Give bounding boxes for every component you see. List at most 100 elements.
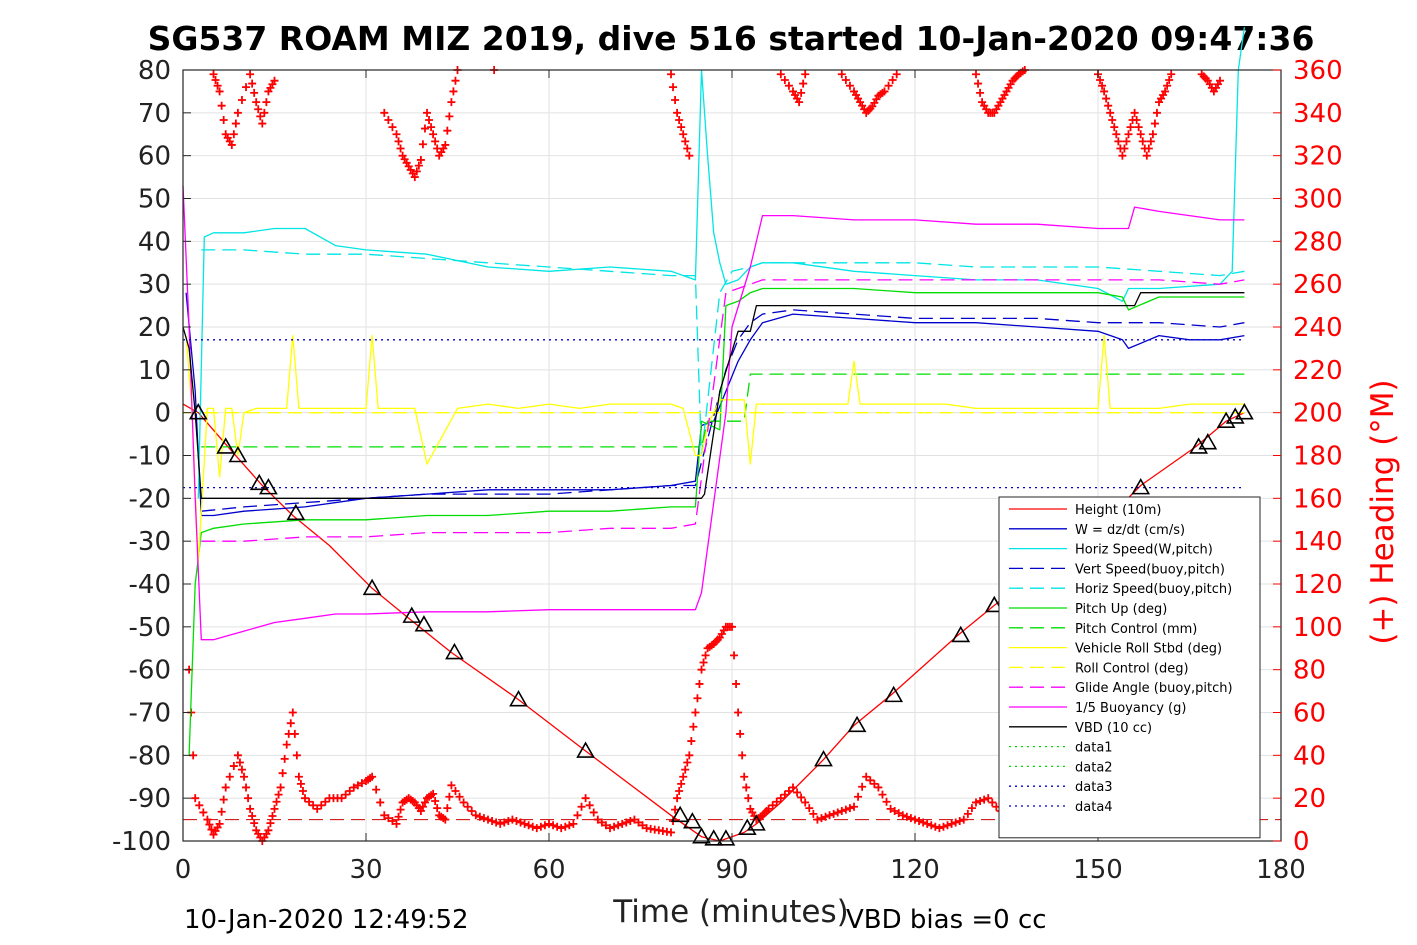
heading-marker	[410, 173, 419, 182]
heading-marker	[1120, 144, 1129, 153]
heading-marker	[1167, 70, 1176, 79]
legend-label: Pitch Up (deg)	[1075, 602, 1167, 617]
y-tick-label: -70	[129, 699, 171, 729]
y-tick-label: 50	[138, 185, 171, 215]
heading-marker	[699, 658, 708, 667]
heading-marker	[673, 794, 682, 803]
y-tick-label: 0	[154, 399, 171, 429]
heading-marker	[927, 821, 936, 830]
heading-marker	[492, 818, 501, 827]
heading-marker	[959, 815, 968, 824]
heading-marker	[384, 814, 393, 823]
heading-marker	[793, 788, 802, 797]
heading-marker	[248, 79, 257, 88]
y-tick-label: 80	[138, 56, 171, 86]
heading-marker	[288, 708, 297, 717]
legend-label: Glide Angle (buoy,pitch)	[1075, 681, 1233, 696]
x-tick-label: 0	[175, 855, 192, 885]
heading-marker	[854, 792, 863, 801]
heading-marker	[496, 819, 505, 828]
depth-marker	[216, 437, 236, 454]
heading-marker	[601, 821, 610, 830]
heading-marker	[429, 130, 438, 139]
heading-marker	[349, 783, 358, 792]
y2-tick-label: 60	[1293, 699, 1326, 729]
heading-marker	[252, 98, 261, 107]
heading-marker	[695, 679, 704, 688]
heading-marker	[988, 798, 997, 807]
heading-marker	[1104, 101, 1113, 110]
depth-marker	[692, 827, 711, 844]
heading-marker	[528, 822, 537, 831]
heading-marker	[902, 812, 911, 821]
heading-marker	[500, 818, 509, 827]
heading-marker	[211, 75, 220, 84]
y-tick-label: -80	[129, 741, 171, 771]
heading-marker	[1114, 137, 1123, 146]
y2-tick-label: 100	[1293, 613, 1343, 643]
heading-marker	[837, 70, 846, 79]
heading-marker	[882, 797, 891, 806]
heading-marker	[418, 802, 427, 811]
legend-label: Pitch Control (mm)	[1075, 622, 1197, 637]
heading-marker	[441, 815, 450, 824]
heading-marker	[858, 782, 867, 791]
heading-marker	[227, 140, 236, 149]
heading-marker	[963, 809, 972, 818]
y2-tick-label: 200	[1293, 399, 1343, 429]
heading-marker	[614, 821, 623, 830]
depth-marker	[1189, 437, 1209, 454]
heading-marker	[622, 818, 631, 827]
heading-marker	[813, 815, 822, 824]
heading-marker	[445, 792, 454, 801]
heading-marker	[447, 781, 456, 790]
y2-tick-label: 320	[1293, 142, 1343, 172]
heading-marker	[890, 807, 899, 816]
heading-marker	[217, 807, 226, 816]
depth-marker	[1225, 407, 1245, 424]
legend-label: Horiz Speed(W,pitch)	[1075, 543, 1213, 558]
legend-label: VBD (10 cc)	[1075, 721, 1152, 736]
heading-marker	[357, 779, 366, 788]
heading-marker	[776, 794, 785, 803]
heading-marker	[207, 825, 216, 834]
legend-label: Height (10m)	[1075, 503, 1161, 518]
series-line-3	[201, 309, 1245, 512]
depth-marker	[509, 690, 528, 707]
y-tick-label: 10	[138, 356, 171, 386]
heading-marker	[237, 95, 246, 104]
heading-marker	[884, 81, 893, 90]
heading-marker	[606, 824, 614, 833]
heading-marker	[235, 758, 244, 767]
heading-marker	[565, 821, 574, 830]
heading-marker	[691, 708, 700, 717]
heading-marker	[431, 137, 440, 146]
depth-marker	[1198, 433, 1218, 450]
legend-label: data3	[1075, 780, 1113, 795]
heading-marker	[504, 817, 513, 826]
heading-marker	[561, 822, 570, 831]
y-tick-label: 30	[138, 270, 171, 300]
heading-marker	[780, 790, 789, 799]
heading-marker	[280, 754, 289, 763]
heading-marker	[429, 789, 438, 798]
heading-marker	[799, 79, 808, 88]
y2-tick-label: 80	[1293, 656, 1326, 686]
series-line-4	[201, 249, 1245, 457]
heading-marker	[445, 112, 454, 121]
heading-marker	[738, 751, 747, 760]
depth-marker	[737, 818, 757, 835]
heading-marker	[569, 819, 578, 828]
heading-marker	[274, 790, 283, 799]
heading-marker	[337, 794, 346, 803]
heading-marker	[984, 794, 993, 803]
heading-marker	[463, 802, 472, 811]
heading-marker	[833, 808, 842, 817]
heading-marker	[931, 822, 940, 831]
series-line-10	[182, 185, 1245, 641]
heading-marker	[217, 101, 226, 110]
heading-marker	[250, 819, 259, 828]
heading-marker	[795, 98, 804, 107]
y2-tick-label: 160	[1293, 484, 1343, 514]
heading-marker	[376, 798, 385, 807]
